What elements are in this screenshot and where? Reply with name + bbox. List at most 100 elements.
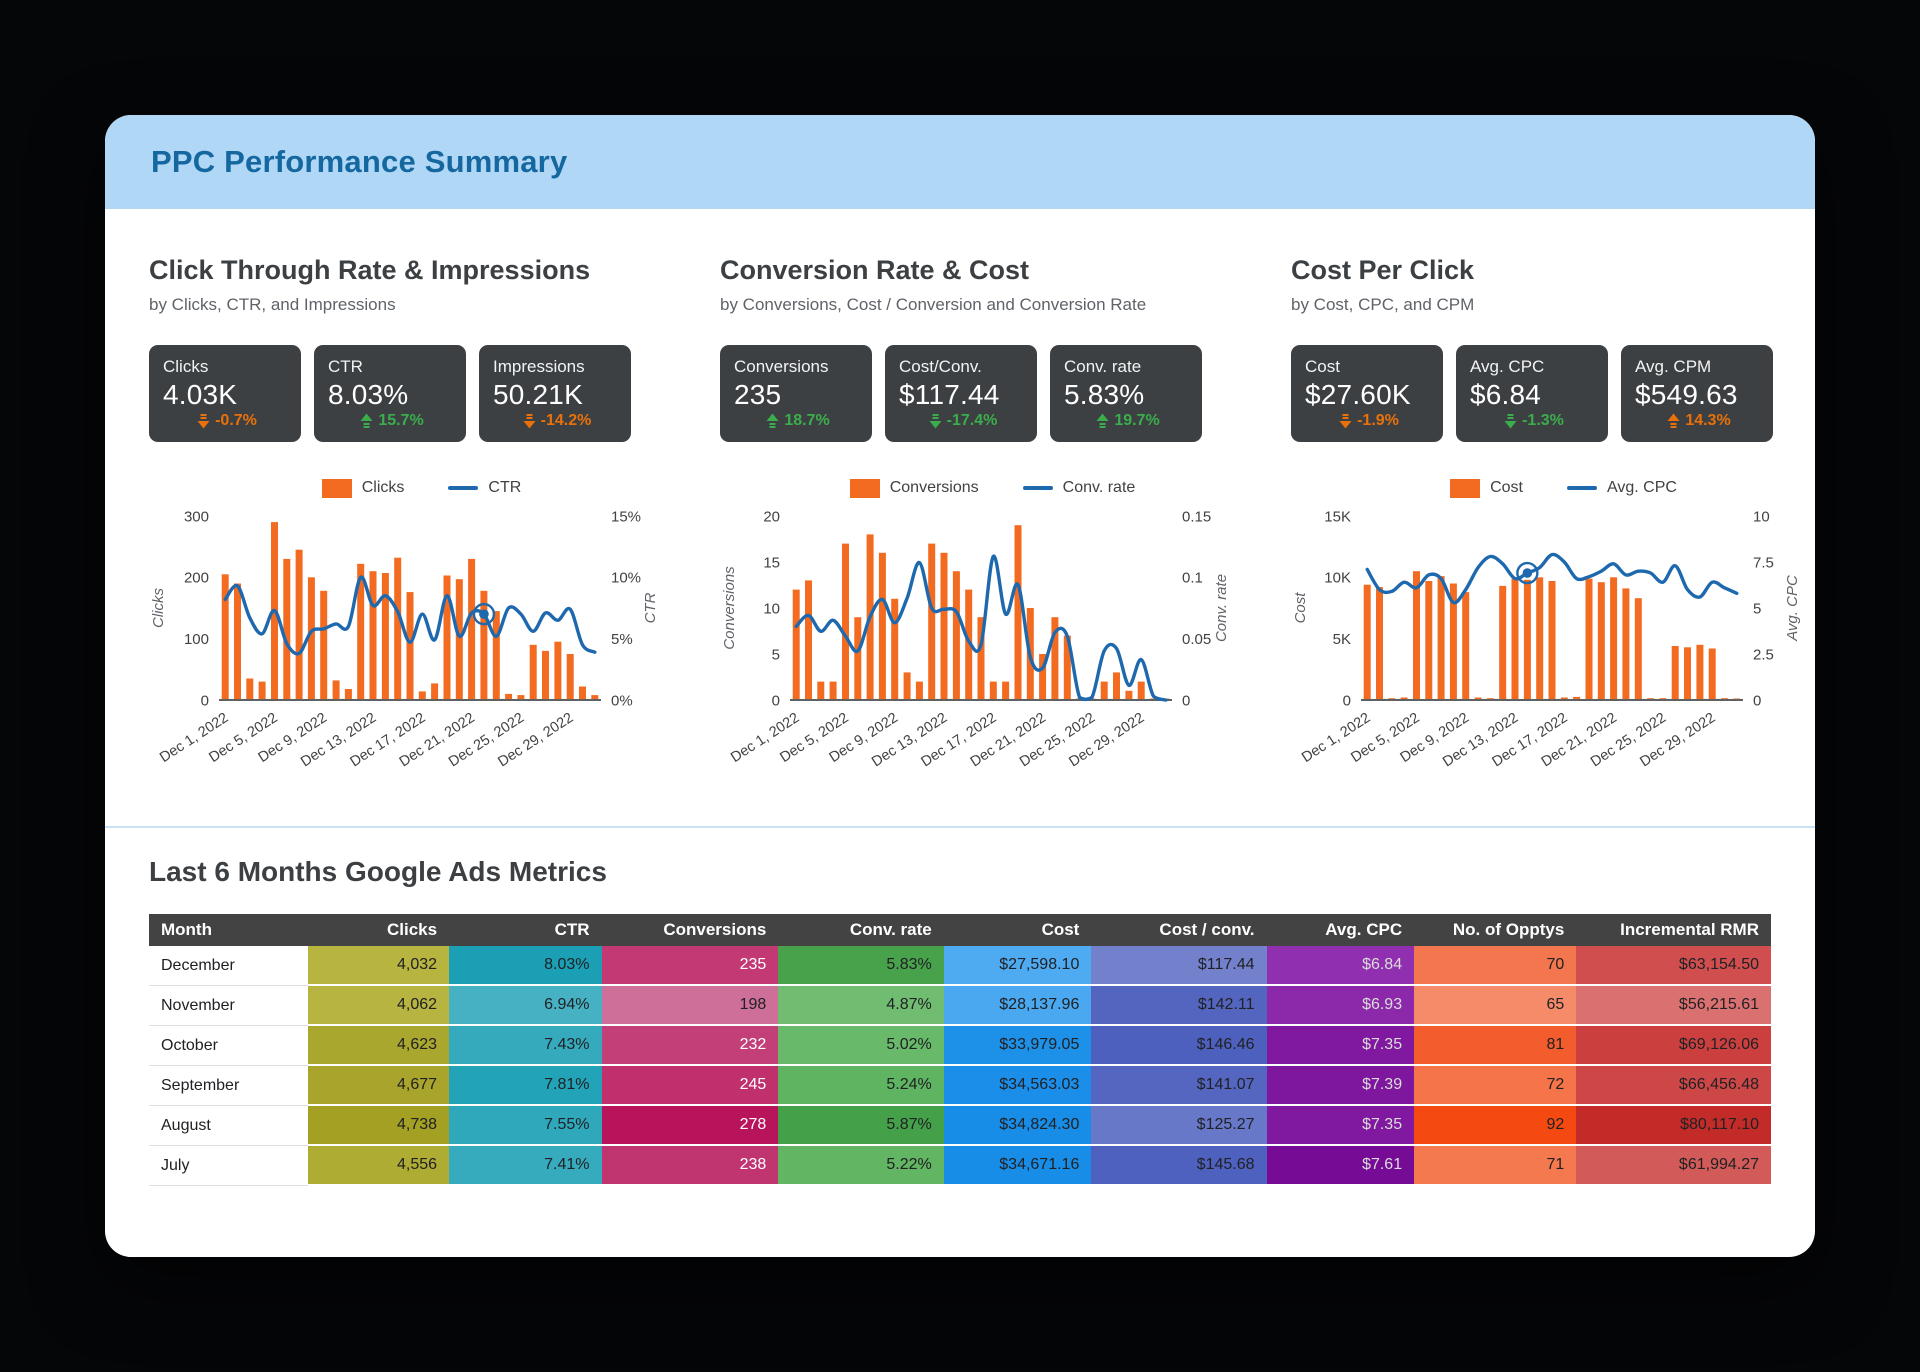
table-cell[interactable]: 65 bbox=[1414, 986, 1577, 1026]
table-cell[interactable]: 5.87% bbox=[778, 1106, 944, 1146]
bar[interactable] bbox=[246, 678, 254, 701]
table-cell[interactable]: $69,126.06 bbox=[1576, 1026, 1771, 1066]
table-cell[interactable]: $56,215.61 bbox=[1576, 986, 1771, 1026]
table-cell[interactable]: 198 bbox=[601, 986, 779, 1026]
column-header-conv-rate[interactable]: Conv. rate bbox=[778, 914, 944, 946]
trend-line[interactable] bbox=[1365, 552, 1739, 605]
bar[interactable] bbox=[1523, 579, 1531, 700]
bar[interactable] bbox=[221, 574, 229, 700]
table-cell[interactable]: $142.11 bbox=[1091, 986, 1267, 1026]
column-header-no-of-opptys[interactable]: No. of Opptys bbox=[1414, 914, 1577, 946]
bar[interactable] bbox=[1511, 578, 1519, 700]
bar[interactable] bbox=[1622, 588, 1630, 700]
bar[interactable] bbox=[258, 681, 266, 700]
bar[interactable] bbox=[842, 543, 849, 700]
bar[interactable] bbox=[443, 575, 451, 701]
kpi-card-cost[interactable]: Cost $27.60K -1.9% bbox=[1291, 345, 1443, 442]
bar[interactable] bbox=[1499, 585, 1507, 700]
table-cell[interactable]: $28,137.96 bbox=[943, 986, 1092, 1026]
bar[interactable] bbox=[891, 598, 899, 700]
bar[interactable] bbox=[295, 549, 303, 700]
bar[interactable] bbox=[1100, 681, 1108, 700]
table-cell[interactable]: 7.55% bbox=[449, 1106, 602, 1146]
column-header-month[interactable]: Month bbox=[149, 914, 308, 946]
table-cell[interactable]: 5.22% bbox=[778, 1146, 944, 1186]
table-cell[interactable]: 5.83% bbox=[778, 946, 944, 986]
bar[interactable] bbox=[1610, 577, 1618, 700]
bar[interactable] bbox=[854, 617, 862, 700]
bar[interactable] bbox=[792, 589, 800, 700]
kpi-card-conversions[interactable]: Conversions 235 18.7% bbox=[720, 345, 872, 442]
table-cell[interactable]: $34,671.16 bbox=[943, 1146, 1092, 1186]
column-header-clicks[interactable]: Clicks bbox=[307, 914, 450, 946]
bar[interactable] bbox=[928, 543, 936, 700]
bar[interactable] bbox=[1573, 696, 1581, 700]
bar[interactable] bbox=[505, 693, 513, 700]
kpi-card-conv-rate[interactable]: Conv. rate 5.83% 19.7% bbox=[1050, 345, 1202, 442]
bar[interactable] bbox=[332, 680, 340, 700]
bar[interactable] bbox=[406, 592, 414, 700]
column-header-ctr[interactable]: CTR bbox=[449, 914, 602, 946]
bar[interactable] bbox=[1634, 598, 1642, 700]
bar[interactable] bbox=[492, 611, 500, 700]
bar[interactable] bbox=[1063, 635, 1071, 700]
bar[interactable] bbox=[1014, 525, 1022, 700]
kpi-card-clicks[interactable]: Clicks 4.03K -0.7% bbox=[149, 345, 301, 442]
table-cell[interactable]: December bbox=[149, 946, 308, 986]
trend-line[interactable] bbox=[794, 554, 1168, 702]
bar[interactable] bbox=[1585, 578, 1593, 700]
bar[interactable] bbox=[1536, 577, 1544, 700]
bar[interactable] bbox=[455, 579, 463, 700]
table-cell[interactable]: 5.02% bbox=[778, 1026, 944, 1066]
table-cell[interactable]: $27,598.10 bbox=[943, 946, 1092, 986]
bar[interactable] bbox=[369, 571, 377, 700]
bar[interactable] bbox=[1684, 647, 1691, 700]
table-cell[interactable]: July bbox=[149, 1146, 308, 1186]
bar[interactable] bbox=[381, 573, 389, 700]
bar[interactable] bbox=[1560, 697, 1568, 701]
bar[interactable] bbox=[805, 580, 812, 700]
kpi-card-avg-cpc[interactable]: Avg. CPC $6.84 -1.3% bbox=[1456, 345, 1608, 442]
column-header-incremental-rmr[interactable]: Incremental RMR bbox=[1576, 914, 1771, 946]
kpi-card-ctr[interactable]: CTR 8.03% 15.7% bbox=[314, 345, 466, 442]
table-cell[interactable]: $33,979.05 bbox=[943, 1026, 1092, 1066]
bar[interactable] bbox=[878, 552, 886, 700]
bar[interactable] bbox=[1400, 697, 1408, 701]
table-cell[interactable]: 71 bbox=[1414, 1146, 1577, 1186]
column-header-cost[interactable]: Cost bbox=[943, 914, 1092, 946]
bar[interactable] bbox=[1696, 644, 1704, 700]
bar[interactable] bbox=[517, 695, 525, 700]
table-cell[interactable]: $7.61 bbox=[1266, 1146, 1415, 1186]
bar[interactable] bbox=[1125, 690, 1133, 700]
table-cell[interactable]: 7.41% bbox=[449, 1146, 602, 1186]
table-cell[interactable]: September bbox=[149, 1066, 308, 1106]
table-cell[interactable]: October bbox=[149, 1026, 308, 1066]
bar[interactable] bbox=[579, 686, 586, 701]
table-cell[interactable]: 8.03% bbox=[449, 946, 602, 986]
bar[interactable] bbox=[320, 590, 328, 700]
table-cell[interactable]: $7.35 bbox=[1266, 1106, 1415, 1146]
table-cell[interactable]: November bbox=[149, 986, 308, 1026]
table-cell[interactable]: August bbox=[149, 1106, 308, 1146]
table-cell[interactable]: $7.35 bbox=[1266, 1026, 1415, 1066]
bar[interactable] bbox=[940, 552, 948, 700]
table-cell[interactable]: 4,062 bbox=[307, 986, 450, 1026]
bar[interactable] bbox=[1437, 576, 1445, 700]
table-cell[interactable]: 7.43% bbox=[449, 1026, 602, 1066]
bar[interactable] bbox=[1363, 584, 1371, 700]
table-cell[interactable]: $125.27 bbox=[1091, 1106, 1267, 1146]
bar[interactable] bbox=[817, 681, 825, 700]
trend-line[interactable] bbox=[223, 575, 597, 656]
table-cell[interactable]: 4,677 bbox=[307, 1066, 450, 1106]
table-cell[interactable]: $146.46 bbox=[1091, 1026, 1267, 1066]
table-cell[interactable]: 70 bbox=[1414, 946, 1577, 986]
table-cell[interactable]: 72 bbox=[1414, 1066, 1577, 1106]
table-cell[interactable]: 232 bbox=[601, 1026, 779, 1066]
bar[interactable] bbox=[394, 557, 402, 700]
bar[interactable] bbox=[344, 689, 352, 700]
bar[interactable] bbox=[952, 571, 960, 700]
table-cell[interactable]: 245 bbox=[601, 1066, 779, 1106]
bar[interactable] bbox=[1462, 592, 1470, 700]
table-cell[interactable]: 81 bbox=[1414, 1026, 1577, 1066]
table-cell[interactable]: 235 bbox=[601, 946, 779, 986]
